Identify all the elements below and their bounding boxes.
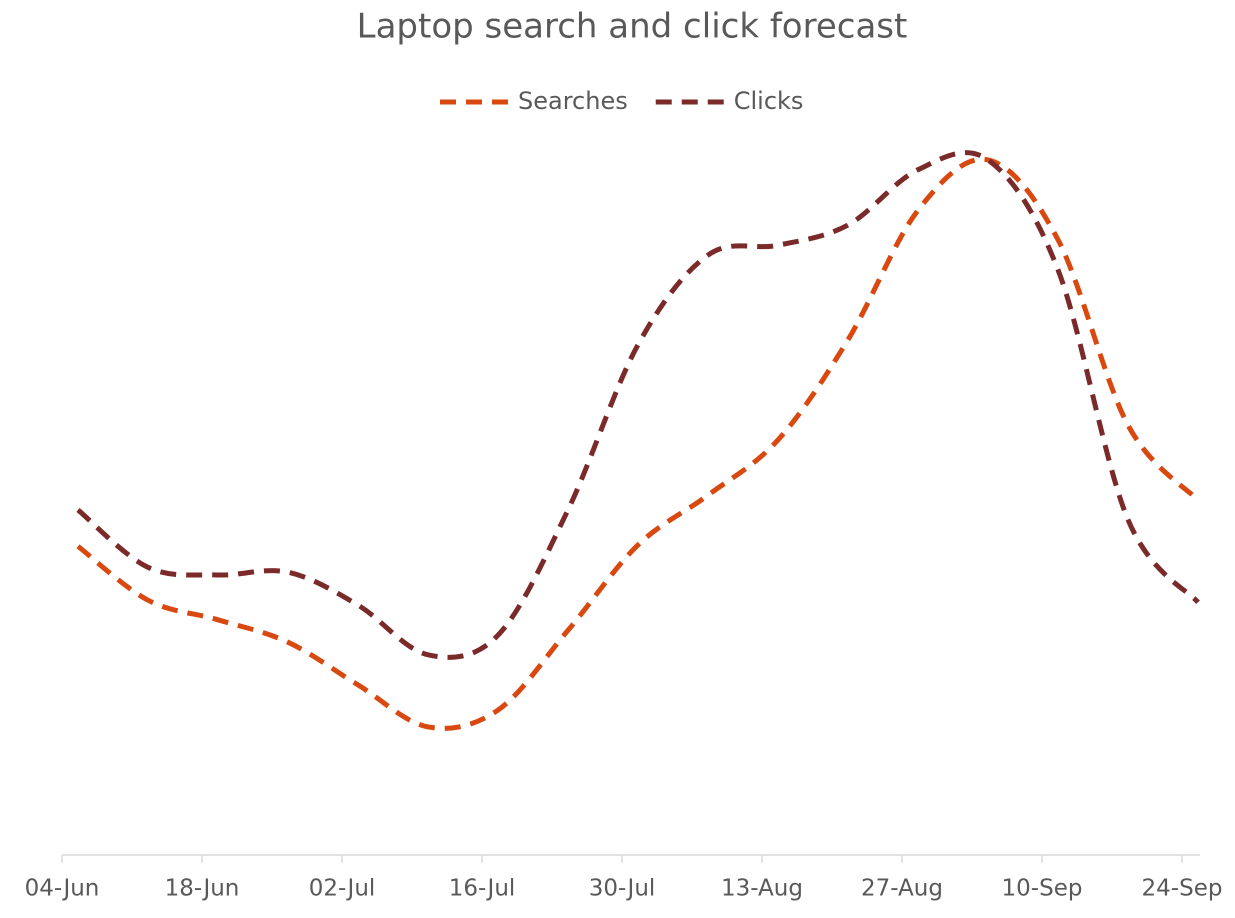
legend-label: Searches	[518, 87, 628, 115]
x-tick-label: 02-Jul	[309, 876, 376, 902]
series-line	[76, 150, 1200, 660]
chart-title: Laptop search and click forecast	[357, 7, 908, 47]
x-tick-label: 30-Jul	[589, 876, 656, 902]
series-line	[76, 156, 1200, 731]
x-tick-label: 18-Jun	[165, 876, 240, 902]
legend-label: Clicks	[734, 87, 804, 115]
x-tick-label: 24-Sep	[1142, 876, 1223, 902]
x-tick-label: 04-Jun	[25, 876, 100, 902]
x-tick-label: 27-Aug	[861, 876, 943, 902]
x-tick-label: 13-Aug	[721, 876, 803, 902]
x-tick-label: 10-Sep	[1002, 876, 1083, 902]
x-tick-label: 16-Jul	[449, 876, 516, 902]
